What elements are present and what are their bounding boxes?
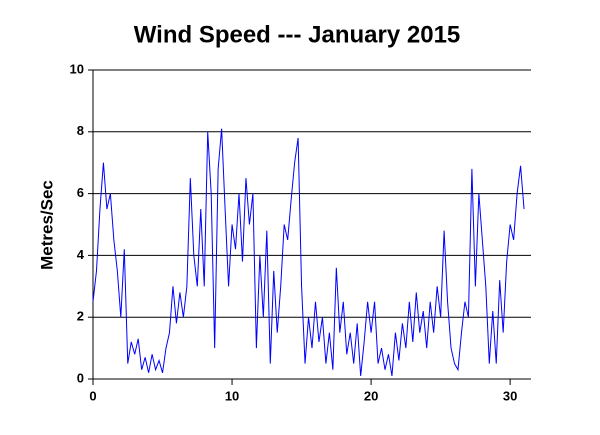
x-tick-label: 0 [89,388,96,403]
y-tick-label: 4 [77,247,85,262]
x-tick-label: 30 [503,388,517,403]
data-line [92,128,525,376]
chart-title: Wind Speed --- January 2015 [134,21,461,48]
x-tick-label: 10 [225,388,239,403]
y-tick-label: 10 [70,61,84,76]
y-axis-label: Metres/Sec [37,180,56,270]
y-tick-label: 8 [77,123,84,138]
y-tick-label: 2 [77,309,84,324]
x-tick-label: 20 [364,388,378,403]
y-tick-label: 0 [77,370,84,385]
y-tick-label: 6 [77,185,84,200]
